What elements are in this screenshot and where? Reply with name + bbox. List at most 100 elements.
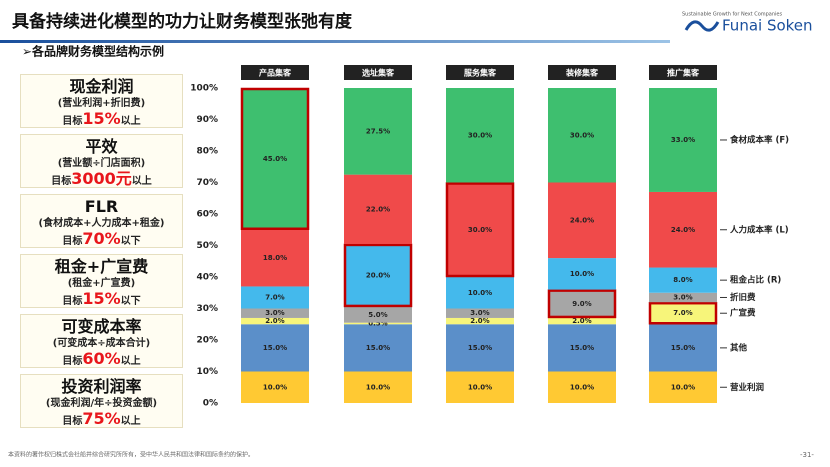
highlight-box (547, 289, 617, 319)
highlight-box (343, 243, 413, 308)
category-header-bg (446, 65, 514, 80)
bar-segment (446, 317, 514, 325)
metric-box: 可变成本率 (可变成本÷成本合计) 目标60%以上 (20, 314, 183, 368)
bar-segment (344, 174, 412, 244)
category-header-bg (649, 65, 717, 80)
highlight-box (445, 182, 515, 278)
bar-segment (548, 371, 616, 403)
bar-segment (446, 324, 514, 372)
bar-segment (241, 371, 309, 403)
value-label: 10.0% (263, 383, 287, 391)
y-tick-label: 60% (196, 210, 218, 220)
value-label: 33.0% (671, 136, 695, 144)
metric-target: 目标75%以上 (21, 410, 182, 431)
metric-target: 目标60%以上 (21, 350, 182, 371)
target-prefix: 目标 (62, 116, 83, 127)
highlight-box (240, 87, 310, 230)
bar-segment (344, 88, 412, 175)
y-tick-label: 20% (196, 336, 218, 346)
value-label: 2.0% (470, 317, 489, 325)
value-label: 10.0% (366, 383, 390, 391)
metric-formula: (租金+广宣费) (67, 278, 136, 289)
metric-name: FLR (84, 197, 119, 216)
metric-box: 现金利润 (营业利润+折旧费) 目标15%以上 (20, 74, 183, 128)
bar-segment (241, 229, 309, 287)
value-label: 2.0% (572, 317, 591, 325)
value-label: 30.0% (468, 131, 492, 139)
value-label: 24.0% (671, 226, 695, 234)
bar-segment (446, 182, 514, 277)
bar-segment (446, 371, 514, 403)
metric-target: 目标70%以下 (21, 230, 182, 251)
page-number: -31- (800, 451, 814, 459)
category-label: 装修集客 (565, 68, 599, 78)
bar-segment (344, 322, 412, 325)
metric-formula: (现金利润/年÷投资金额) (45, 398, 158, 409)
y-tick-label: 30% (196, 304, 218, 314)
bar-segment (344, 306, 412, 323)
target-value: 70% (82, 229, 121, 248)
value-label: 18.0% (263, 254, 287, 262)
target-value: 3000元 (71, 169, 132, 188)
target-prefix: 目标 (62, 416, 83, 427)
bar-segment (649, 302, 717, 325)
legend-label: 其他 (730, 342, 748, 353)
logo-mark (684, 20, 720, 32)
value-label: 20.0% (366, 271, 390, 279)
value-label: 0.5% (368, 319, 387, 327)
y-tick-label: 0% (203, 399, 218, 409)
legend-label: 租金占比 (R) (730, 275, 781, 286)
bar-segment (649, 292, 717, 303)
metric-formula: (营业利润+折旧费) (57, 98, 146, 109)
bar-segment (548, 182, 616, 259)
value-label: 30.0% (468, 226, 492, 234)
target-prefix: 目标 (62, 236, 83, 247)
slide-title: 具备持续进化模型的功力让财务模型张弛有度 (11, 11, 353, 32)
value-label: 10.0% (570, 270, 594, 278)
legend-label: 广宣费 (730, 308, 756, 319)
bar-segment (241, 308, 309, 318)
value-label: 30.0% (570, 131, 594, 139)
metric-box: FLR (食材成本+人力成本+租金) 目标70%以下 (20, 194, 183, 248)
title-rule (0, 40, 670, 43)
value-label: 3.0% (673, 293, 692, 301)
value-label: 10.0% (671, 383, 695, 391)
category-header-bg (548, 65, 616, 80)
metric-name: 平效 (85, 137, 118, 156)
y-tick-label: 80% (196, 147, 218, 157)
bar-segment (446, 308, 514, 318)
bar-segment (241, 286, 309, 309)
bar-segment (548, 317, 616, 325)
value-label: 7.0% (673, 309, 692, 317)
target-suffix: 以上 (120, 116, 141, 127)
bar-segment (649, 191, 717, 268)
target-value: 60% (82, 349, 121, 368)
value-label: 10.0% (468, 289, 492, 297)
bar-segment (548, 88, 616, 183)
bar-segment (344, 371, 412, 403)
bar-segment (548, 289, 616, 318)
value-label: 3.0% (470, 309, 489, 317)
bar-segment (548, 324, 616, 372)
bar-segment (241, 324, 309, 372)
y-tick-label: 100% (190, 84, 218, 94)
bar-segment (446, 88, 514, 183)
value-label: 27.5% (366, 127, 390, 135)
value-label: 7.0% (265, 293, 284, 301)
bar-segment (649, 267, 717, 293)
metric-name: 租金+广宣费 (54, 257, 149, 276)
legend-label: 人力成本率 (L) (730, 224, 789, 235)
value-label: 24.0% (570, 216, 594, 224)
metric-name: 投资利润率 (61, 377, 142, 396)
logo-text: Funai Soken (722, 17, 813, 35)
highlight-box (648, 301, 718, 325)
metric-box: 平效 (营业额÷门店面积) 目标3000元以上 (20, 134, 183, 188)
target-prefix: 目标 (62, 296, 83, 307)
bar-segment (241, 317, 309, 325)
footer: 本资料的著作权归株式会社船井综合研究所所有，受中华人民共和国法律和国际条约的保护… (8, 451, 254, 459)
value-label: 15.0% (468, 344, 492, 352)
metric-formula: (食材成本+人力成本+租金) (38, 218, 165, 229)
value-label: 15.0% (671, 344, 695, 352)
bar-segment (446, 277, 514, 309)
